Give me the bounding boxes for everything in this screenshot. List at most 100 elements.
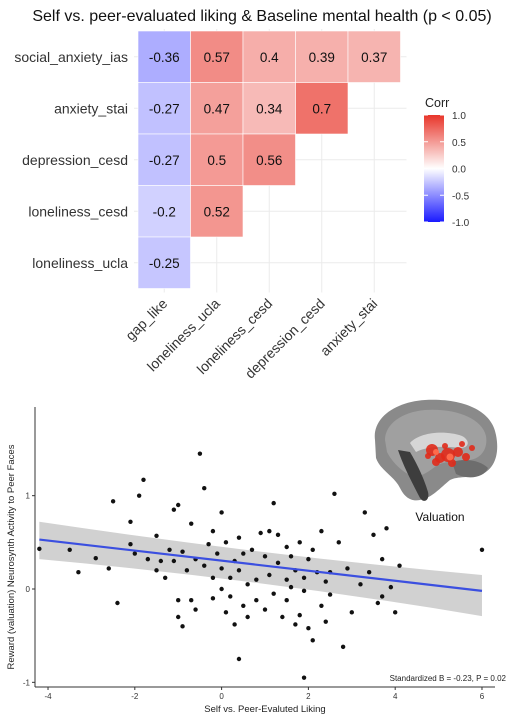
data-point [302,589,306,593]
x-tick-label: -2 [131,692,139,701]
activation-blob [462,453,470,461]
data-point [167,548,171,552]
x-tick-label: 0 [219,692,224,701]
data-point [298,613,302,617]
heatmap-cell-label: 0.57 [204,50,230,65]
data-point [159,559,163,563]
heatmap-cell-label: 0.47 [204,101,230,116]
data-point [107,566,111,570]
data-point [137,493,141,497]
activation-blob [453,447,463,457]
row-label: anxiety_stai [54,100,128,116]
heatmap-cell-label: -0.27 [149,153,180,168]
activation-blob [459,441,465,447]
data-point [133,551,137,555]
data-point [345,566,349,570]
heatmap-cell-label: 0.4 [260,50,279,65]
column-label: gap_like [122,295,170,343]
row-label: depression_cesd [22,152,128,168]
data-point [146,557,150,561]
data-point [363,510,367,514]
scatter-plot: -4 -2 0 2 4 6-101Self vs. Peer-Evaluted Likin… [6,400,507,715]
data-point [397,563,401,567]
data-point [219,510,223,514]
data-point [337,540,341,544]
data-point [267,573,271,577]
data-point [245,615,249,619]
data-point [293,622,297,626]
legend-tick-label: 1.0 [452,111,466,122]
data-point [128,520,132,524]
data-point [224,610,228,614]
data-point [302,675,306,679]
stats-annotation: Standardized B = -0.23, P = 0.02 [390,674,507,683]
heatmap-cell-label: 0.37 [361,50,387,65]
data-point [128,542,132,546]
data-point [319,529,323,533]
heatmap-cell-label: 0.39 [309,50,335,65]
data-point [389,585,393,589]
data-point [154,534,158,538]
y-tick-label: 1 [26,492,31,501]
data-point [241,604,245,608]
data-point [37,547,41,551]
data-point [176,615,180,619]
data-point [198,451,202,455]
data-point [263,554,267,558]
legend-tick-label: 0.5 [452,138,466,149]
heatmap-cell-label: -0.36 [149,50,180,65]
x-tick-label: -4 [44,692,52,701]
data-point [68,548,72,552]
heatmap-cell-label: -0.2 [153,204,176,219]
data-point [380,557,384,561]
y-tick-label: -1 [23,678,31,687]
column-label: anxiety_stai [317,295,381,359]
data-point [324,619,328,623]
heatmap-cell-label: 0.52 [204,204,230,219]
row-label: loneliness_cesd [28,203,128,219]
heatmap-cell-label: -0.27 [149,101,180,116]
data-point [306,557,310,561]
data-point [284,545,288,549]
data-point [202,563,206,567]
correlation-heatmap: Self vs. peer-evaluated liking & Baselin… [14,8,491,381]
data-point [172,507,176,511]
legend-tick-label: -0.5 [452,191,470,202]
data-point [237,535,241,539]
data-point [202,486,206,490]
data-point [254,577,258,581]
data-point [258,531,262,535]
data-point [371,533,375,537]
legend-title: Corr [425,96,449,110]
data-point [215,551,219,555]
data-point [185,568,189,572]
data-point [480,548,484,552]
data-point [76,570,80,574]
data-point [311,638,315,642]
data-point [341,645,345,649]
activation-peak [447,454,454,461]
activation-blob [432,458,440,466]
heatmap-title: Self vs. peer-evaluated liking & Baselin… [32,8,491,25]
data-point [211,576,215,580]
data-point [189,521,193,525]
data-point [193,607,197,611]
data-point [284,598,288,602]
data-point [324,579,328,583]
inset-label: Valuation [415,510,464,524]
data-point [298,540,302,544]
x-tick-label: 4 [393,692,398,701]
x-tick-label: 2 [306,692,311,701]
data-point [263,607,267,611]
data-point [180,624,184,628]
heatmap-cell-label: 0.56 [256,153,282,168]
data-point [350,610,354,614]
heatmap-cell-label: -0.25 [149,256,180,271]
heatmap-cell-label: 0.34 [256,101,283,116]
data-point [367,570,371,574]
y-tick-label: 0 [26,585,31,594]
data-point [211,529,215,533]
data-point [245,582,249,586]
